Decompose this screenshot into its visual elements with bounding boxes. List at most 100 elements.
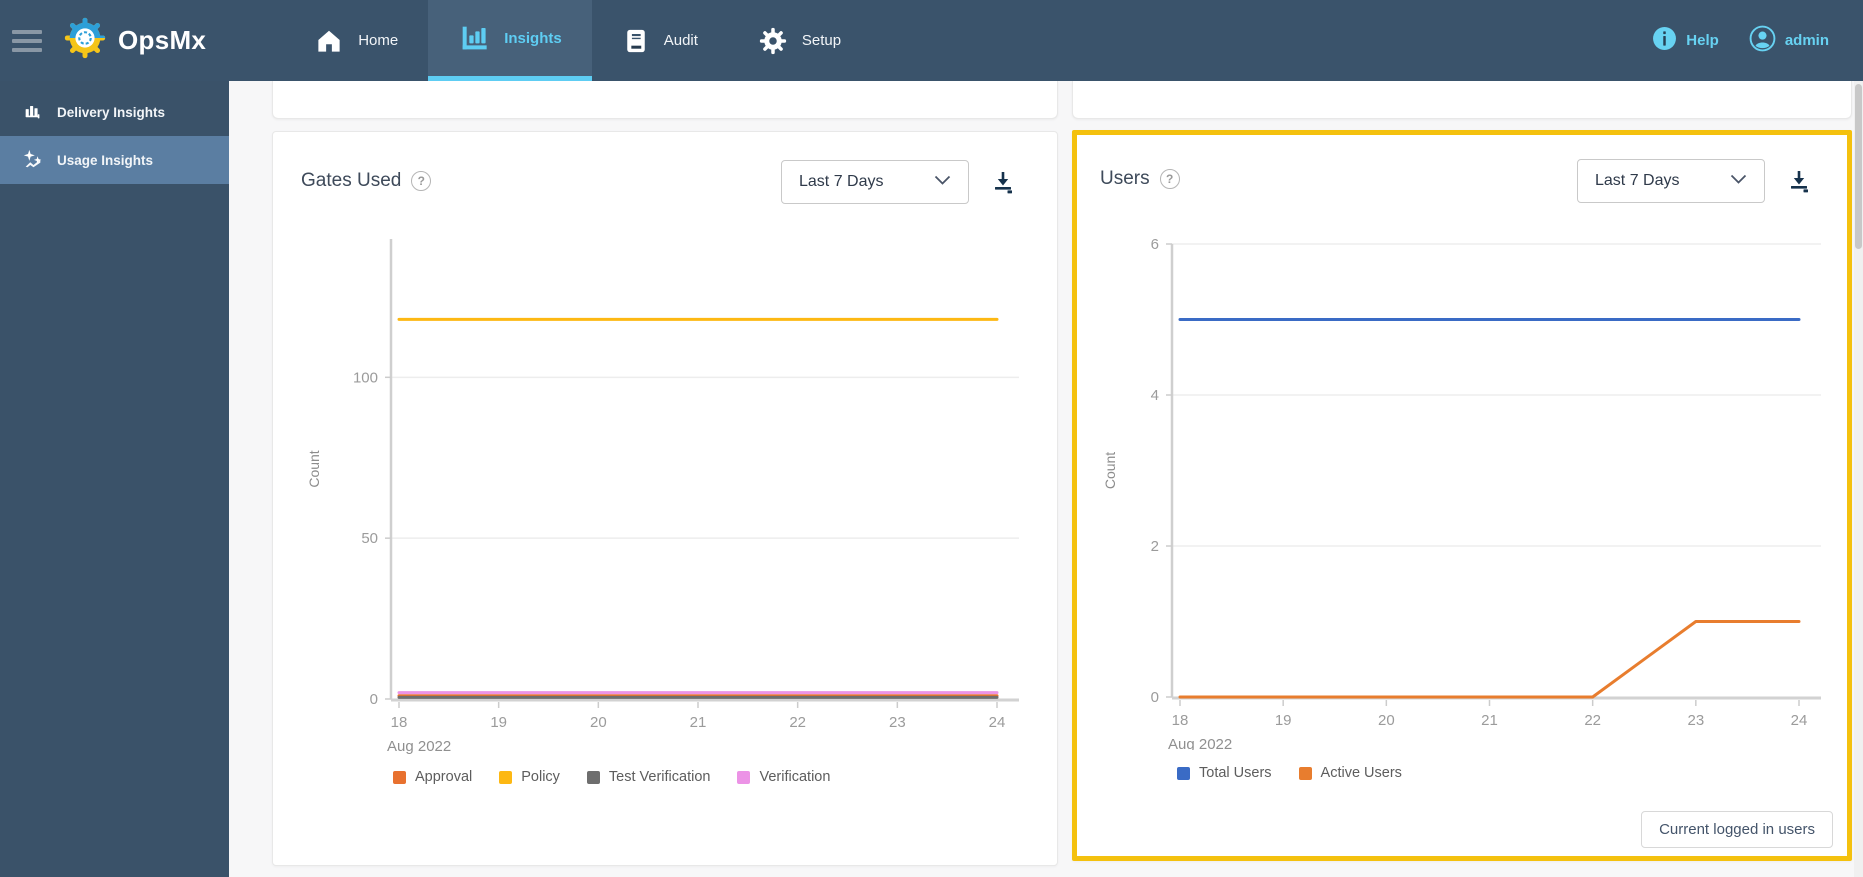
insights-icon xyxy=(458,22,490,54)
left-sidebar: Delivery Insights Usage Insights xyxy=(0,81,229,877)
tab-insights[interactable]: Insights xyxy=(428,0,592,81)
tab-label: Setup xyxy=(801,32,842,49)
download-icon[interactable] xyxy=(1787,169,1811,195)
help-tooltip-icon[interactable]: ? xyxy=(1159,169,1180,189)
legend-swatch xyxy=(393,770,406,784)
legend-item[interactable]: Verification xyxy=(737,769,830,785)
legend-item[interactable]: Test Verification xyxy=(586,769,711,785)
current-logged-in-users-button[interactable]: Current logged in users xyxy=(1641,811,1833,848)
svg-text:0: 0 xyxy=(370,691,378,708)
svg-text:50: 50 xyxy=(361,530,378,547)
hamburger-menu-icon[interactable] xyxy=(0,0,54,81)
setup-gear-icon xyxy=(758,26,788,56)
gates-used-title-row: Gates Used ? xyxy=(301,170,432,192)
previous-card-fragment-left xyxy=(272,81,1058,119)
svg-text:4: 4 xyxy=(1151,387,1159,404)
card-title-text: Users xyxy=(1100,168,1150,189)
svg-text:21: 21 xyxy=(690,714,707,731)
info-icon xyxy=(1652,26,1677,55)
svg-text:18: 18 xyxy=(1172,712,1189,729)
range-dropdown-value: Last 7 Days xyxy=(1595,172,1680,189)
nav-tabs: Home Insights xyxy=(284,0,871,81)
svg-text:20: 20 xyxy=(590,714,607,731)
legend-label: Policy xyxy=(521,769,560,785)
vertical-scrollbar-track[interactable] xyxy=(1854,81,1863,877)
card-title-text: Gates Used xyxy=(301,170,402,191)
tab-audit[interactable]: Audit xyxy=(592,0,728,81)
gates-range-dropdown[interactable]: Last 7 Days xyxy=(781,160,969,204)
svg-text:18: 18 xyxy=(391,714,408,731)
chevron-down-icon xyxy=(1730,172,1747,190)
svg-text:22: 22 xyxy=(789,714,806,731)
user-avatar-icon xyxy=(1749,25,1776,56)
svg-text:20: 20 xyxy=(1378,712,1395,729)
svg-text:21: 21 xyxy=(1481,712,1498,729)
svg-text:Aug 2022: Aug 2022 xyxy=(387,738,451,755)
legend-label: Active Users xyxy=(1320,765,1402,781)
delivery-insights-icon xyxy=(22,100,44,125)
gates-used-line-chart: 0 50 100 18 19 20 21 22 23 24 Aug 2022 Count xyxy=(306,239,1019,755)
help-tooltip-icon[interactable]: ? xyxy=(411,171,432,191)
svg-text:Count: Count xyxy=(306,450,322,487)
svg-text:23: 23 xyxy=(889,714,906,731)
svg-text:Aug 2022: Aug 2022 xyxy=(1168,736,1232,750)
legend-label: Approval xyxy=(415,769,473,785)
help-label: Help xyxy=(1686,32,1719,49)
sidebar-item-label: Usage Insights xyxy=(57,152,154,168)
opsmx-gear-icon xyxy=(62,15,108,66)
svg-text:22: 22 xyxy=(1584,712,1601,729)
users-chart-legend: Total Users Active Users xyxy=(1177,765,1402,781)
opsmx-logo[interactable]: OpsMx xyxy=(54,0,214,81)
tab-setup[interactable]: Setup xyxy=(728,0,871,81)
svg-text:2: 2 xyxy=(1151,538,1159,555)
nav-right-section: Help admin xyxy=(1652,0,1863,81)
svg-text:24: 24 xyxy=(1791,712,1808,729)
gates-used-card: Gates Used ? Last 7 Days 0 50 100 18 19 20 21 2… xyxy=(272,131,1058,866)
tab-label: Insights xyxy=(504,29,562,47)
svg-text:Count: Count xyxy=(1102,452,1118,489)
svg-text:19: 19 xyxy=(490,714,507,731)
brand-name: OpsMx xyxy=(118,25,207,55)
users-title-row: Users ? xyxy=(1100,168,1180,190)
legend-label: Total Users xyxy=(1199,765,1272,781)
usage-insights-sparkle-icon xyxy=(22,148,44,173)
gates-chart-legend: Approval Policy Test Verification Verificat… xyxy=(393,769,830,785)
legend-item[interactable]: Active Users xyxy=(1298,765,1402,781)
legend-swatch xyxy=(1298,766,1312,780)
legend-swatch xyxy=(1177,766,1190,780)
help-button[interactable]: Help xyxy=(1652,26,1719,55)
legend-label: Verification xyxy=(759,769,831,785)
svg-text:6: 6 xyxy=(1151,236,1159,253)
legend-item[interactable]: Approval xyxy=(393,769,472,785)
legend-item[interactable]: Total Users xyxy=(1177,765,1272,781)
previous-card-fragment-right xyxy=(1072,81,1852,119)
top-navigation-bar: OpsMx Home Insights xyxy=(0,0,1863,81)
vertical-scrollbar-thumb[interactable] xyxy=(1855,84,1862,249)
tab-label: Home xyxy=(358,32,399,49)
home-icon xyxy=(314,26,344,56)
username-label: admin xyxy=(1784,32,1829,49)
download-icon[interactable] xyxy=(991,170,1015,196)
audit-icon xyxy=(622,26,650,56)
legend-swatch xyxy=(737,770,751,784)
legend-item[interactable]: Policy xyxy=(499,769,560,785)
sidebar-item-usage-insights[interactable]: Usage Insights xyxy=(0,136,229,184)
sidebar-item-label: Delivery Insights xyxy=(57,104,166,120)
range-dropdown-value: Last 7 Days xyxy=(799,173,884,190)
main-content: Gates Used ? Last 7 Days 0 50 100 18 19 20 21 2… xyxy=(229,81,1863,877)
svg-text:0: 0 xyxy=(1151,689,1159,706)
legend-swatch xyxy=(499,770,513,784)
chevron-down-icon xyxy=(934,173,951,191)
tab-label: Audit xyxy=(663,32,698,49)
sidebar-item-delivery-insights[interactable]: Delivery Insights xyxy=(0,88,229,136)
svg-text:23: 23 xyxy=(1687,712,1704,729)
legend-swatch xyxy=(586,770,600,784)
legend-label: Test Verification xyxy=(608,769,711,785)
tab-home[interactable]: Home xyxy=(284,0,428,81)
svg-text:100: 100 xyxy=(353,369,378,386)
svg-text:24: 24 xyxy=(989,714,1006,731)
users-range-dropdown[interactable]: Last 7 Days xyxy=(1577,159,1765,203)
user-menu[interactable]: admin xyxy=(1749,25,1829,56)
svg-text:19: 19 xyxy=(1275,712,1292,729)
